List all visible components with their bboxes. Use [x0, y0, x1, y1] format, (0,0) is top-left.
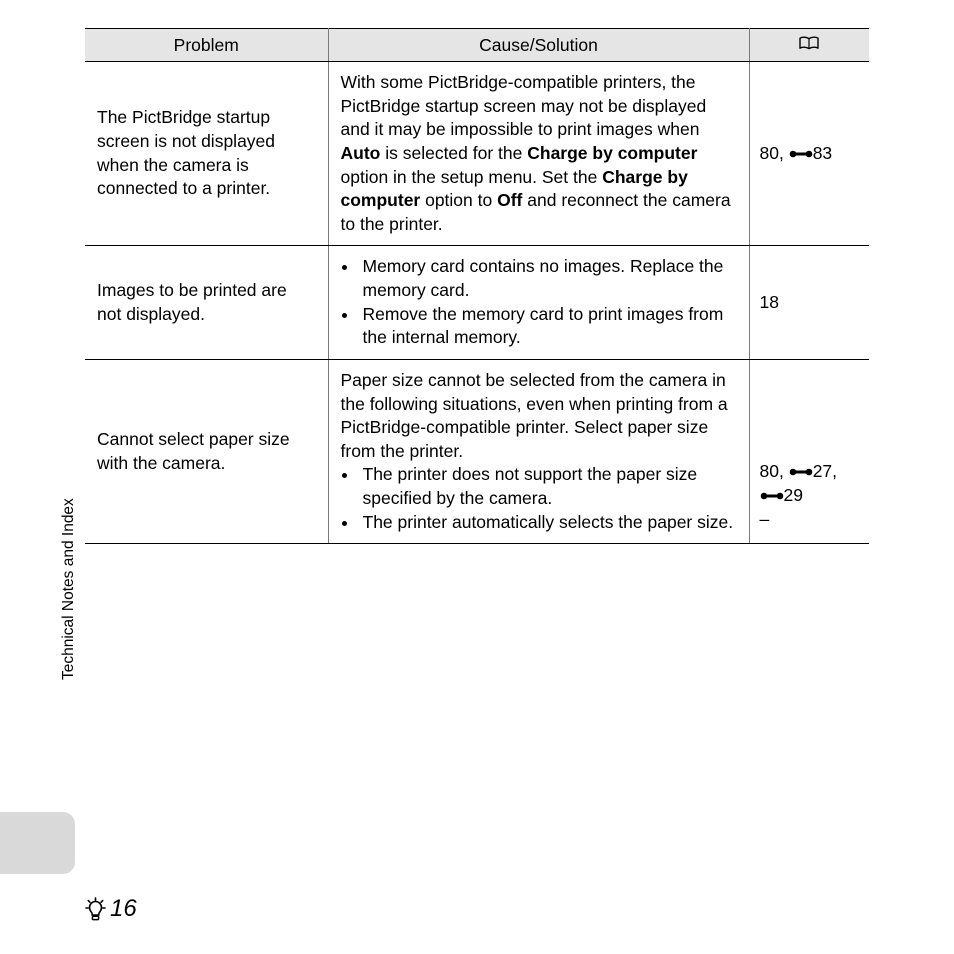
- cause-cell: With some PictBridge-compatible printers…: [328, 62, 749, 246]
- ref-text: –: [760, 509, 770, 529]
- page-number: 16: [85, 895, 137, 923]
- col-header-cause: Cause/Solution: [328, 29, 749, 62]
- section-label: Technical Notes and Index: [60, 498, 78, 680]
- ref-text: 80,: [760, 461, 789, 481]
- bulb-icon: [85, 897, 106, 921]
- troubleshooting-table: Problem Cause/Solution The PictBridge st…: [85, 28, 869, 544]
- ref-text: 83: [813, 143, 832, 163]
- reference-icon: [789, 466, 813, 478]
- ref-text: 27,: [813, 461, 837, 481]
- col-header-problem: Problem: [85, 29, 328, 62]
- ref-text: 29: [784, 485, 803, 505]
- cause-intro: Paper size cannot be selected from the c…: [341, 369, 737, 464]
- reference-icon: [760, 490, 784, 502]
- problem-cell: Images to be printed are not displayed.: [85, 246, 328, 360]
- col-header-reference: [749, 29, 869, 62]
- side-tab: [0, 812, 75, 874]
- ref-text: 80,: [760, 143, 789, 163]
- reference-cell: 80, 83: [749, 62, 869, 246]
- cause-cell: Memory card contains no images. Replace …: [328, 246, 749, 360]
- table-header-row: Problem Cause/Solution: [85, 29, 869, 62]
- list-item: The printer automatically selects the pa…: [359, 511, 737, 535]
- reference-cell: 80, 27, 29 –: [749, 359, 869, 543]
- problem-cell: Cannot select paper size with the camera…: [85, 359, 328, 543]
- reference-cell: 18: [749, 246, 869, 360]
- list-item: Memory card contains no images. Replace …: [359, 255, 737, 302]
- page-number-text: 16: [110, 895, 137, 923]
- list-item: Remove the memory card to print images f…: [359, 303, 737, 350]
- book-icon: [798, 36, 820, 51]
- problem-cell: The PictBridge startup screen is not dis…: [85, 62, 328, 246]
- list-item: The printer does not support the paper s…: [359, 463, 737, 510]
- cause-cell: Paper size cannot be selected from the c…: [328, 359, 749, 543]
- table-row: The PictBridge startup screen is not dis…: [85, 62, 869, 246]
- reference-icon: [789, 148, 813, 160]
- table-row: Images to be printed are not displayed. …: [85, 246, 869, 360]
- table-row: Cannot select paper size with the camera…: [85, 359, 869, 543]
